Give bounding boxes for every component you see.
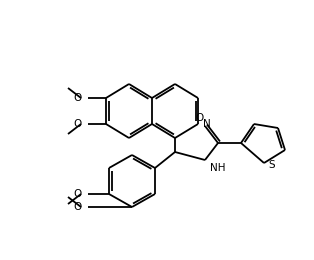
Text: O: O [74,202,82,212]
Text: O: O [74,93,82,103]
Text: O: O [74,119,82,129]
Text: N: N [203,119,211,129]
Text: O: O [195,113,203,123]
Text: NH: NH [210,163,225,173]
Text: S: S [268,160,275,170]
Text: O: O [74,189,82,199]
